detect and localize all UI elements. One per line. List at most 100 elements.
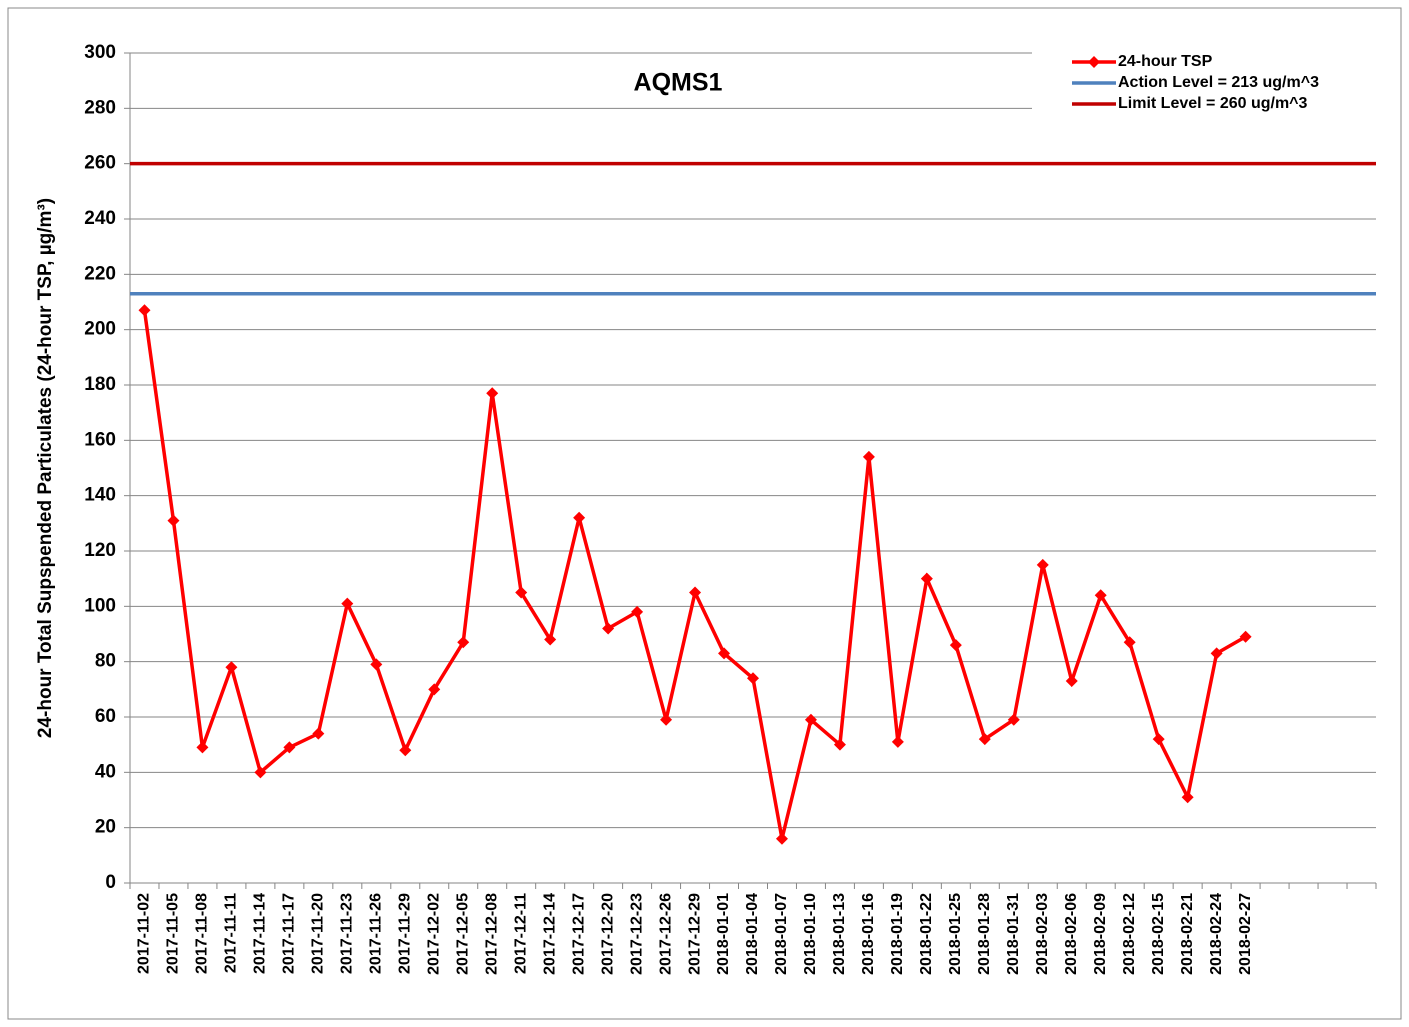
x-tick-label: 2018-02-24 (1208, 893, 1225, 975)
x-tick-label: 2017-12-17 (570, 893, 587, 975)
x-tick-label: 2018-01-31 (1005, 893, 1022, 975)
y-tick-label: 300 (84, 42, 116, 63)
x-tick-label: 2017-11-17 (281, 893, 298, 974)
x-tick-label: 2017-12-26 (657, 893, 674, 975)
x-tick-label: 2018-02-09 (1092, 893, 1109, 975)
data-marker (833, 738, 846, 751)
x-tick-label: 2018-01-19 (889, 893, 906, 975)
legend-label: Limit Level = 260 ug/m^3 (1118, 95, 1308, 112)
x-tick-label: 2018-01-04 (744, 893, 761, 975)
data-marker (573, 511, 586, 524)
legend-label: Action Level = 213 ug/m^3 (1118, 74, 1319, 91)
x-tick-label: 2017-11-05 (165, 893, 182, 974)
data-marker (457, 636, 470, 649)
data-marker (225, 661, 238, 674)
x-tick-label: 2017-11-29 (396, 893, 413, 974)
data-marker (399, 744, 412, 757)
y-tick-label: 80 (95, 651, 116, 672)
y-tick-label: 60 (95, 706, 116, 727)
x-tick-label: 2018-01-01 (715, 893, 732, 975)
data-marker (978, 733, 991, 746)
x-tick-label: 2017-12-05 (454, 893, 471, 975)
x-tick-label: 2018-02-21 (1179, 893, 1196, 975)
x-tick-label: 2018-02-06 (1063, 893, 1080, 975)
x-tick-label: 2017-11-26 (368, 893, 385, 974)
data-marker (1065, 675, 1078, 688)
y-tick-label: 0 (105, 872, 116, 893)
x-tick-label: 2018-01-28 (976, 893, 993, 975)
data-marker (804, 713, 817, 726)
x-tick-label: 2017-11-23 (339, 893, 356, 974)
x-tick-label: 2018-02-12 (1121, 893, 1138, 975)
data-marker (660, 713, 673, 726)
x-tick-label: 2018-01-13 (831, 893, 848, 975)
data-marker (602, 622, 615, 635)
data-marker (1123, 636, 1136, 649)
x-tick-label: 2018-01-07 (773, 893, 790, 975)
y-tick-label: 220 (84, 263, 116, 284)
y-tick-label: 120 (84, 540, 116, 561)
data-marker (370, 658, 383, 671)
x-tick-label: 2017-11-02 (136, 893, 153, 974)
y-axis-label: 24-hour Total Supspended Particulates (2… (35, 198, 56, 738)
x-tick-label: 2018-01-10 (802, 893, 819, 975)
x-tick-label: 2018-02-03 (1034, 893, 1051, 975)
data-marker (486, 387, 499, 400)
data-marker (1007, 713, 1020, 726)
x-tick-label: 2017-11-20 (310, 893, 327, 974)
data-marker (1239, 630, 1252, 643)
data-marker (1152, 733, 1165, 746)
y-tick-label: 160 (84, 429, 116, 450)
x-tick-label: 2017-12-23 (628, 893, 645, 975)
chart-title: AQMS1 (634, 69, 723, 97)
legend-label: 24-hour TSP (1118, 53, 1213, 70)
data-marker (891, 735, 904, 748)
data-marker (747, 672, 759, 685)
data-marker (196, 741, 209, 754)
data-marker (949, 639, 962, 652)
data-marker (254, 766, 267, 779)
y-tick-label: 200 (84, 319, 116, 340)
y-tick-label: 20 (95, 817, 116, 838)
data-marker (1210, 647, 1223, 660)
data-marker (283, 741, 296, 754)
data-marker (920, 572, 933, 585)
data-marker (1094, 589, 1107, 602)
x-tick-label: 2017-12-02 (425, 893, 442, 975)
x-tick-label: 2018-01-25 (947, 893, 964, 975)
data-marker (1036, 558, 1049, 571)
x-tick-label: 2017-12-08 (483, 893, 500, 975)
data-marker (312, 727, 325, 740)
y-tick-label: 260 (84, 153, 116, 174)
y-tick-label: 240 (84, 208, 116, 229)
data-marker (341, 597, 354, 610)
data-marker (862, 450, 875, 463)
y-tick-label: 40 (95, 761, 116, 782)
y-tick-label: 140 (84, 485, 116, 506)
data-marker (775, 832, 788, 845)
x-tick-label: 2017-12-11 (512, 893, 529, 974)
x-tick-label: 2017-12-14 (541, 893, 558, 975)
data-marker (167, 514, 180, 527)
data-marker (138, 304, 151, 317)
x-tick-label: 2017-12-29 (686, 893, 703, 975)
x-tick-label: 2018-01-16 (860, 893, 877, 975)
y-tick-label: 280 (84, 97, 116, 118)
x-tick-label: 2018-01-22 (918, 893, 935, 975)
data-marker (718, 647, 731, 660)
data-marker (428, 683, 441, 696)
chart-border (7, 7, 1402, 1020)
data-marker (515, 586, 528, 599)
x-tick-label: 2018-02-15 (1150, 893, 1167, 975)
x-tick-label: 2018-02-27 (1237, 893, 1254, 975)
data-marker (631, 605, 644, 618)
x-tick-label: 2017-12-20 (599, 893, 616, 975)
legend-marker (1088, 56, 1100, 68)
y-tick-label: 100 (84, 595, 116, 616)
y-tick-label: 180 (84, 374, 116, 395)
x-tick-label: 2017-11-08 (194, 893, 211, 974)
data-marker (689, 586, 702, 599)
x-tick-label: 2017-11-11 (223, 893, 240, 973)
data-marker (1181, 791, 1194, 804)
